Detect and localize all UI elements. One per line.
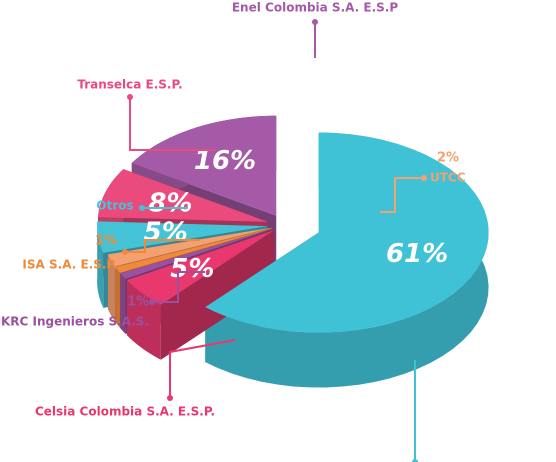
slice-name: Enel Colombia S.A. E.S.P — [232, 1, 398, 15]
pie-slice — [131, 115, 277, 216]
pie-slice — [126, 230, 275, 305]
leader-line — [152, 271, 205, 303]
pie-slice — [97, 221, 268, 253]
leader-line — [380, 177, 424, 213]
slice-value-label: 2% — [437, 151, 459, 166]
slice-value-label: 1% — [127, 295, 149, 310]
slice-name: ISA S.A. E.S.P. — [22, 258, 117, 272]
pie-slice — [205, 132, 489, 333]
slice-tops — [97, 115, 489, 333]
pie-slice — [120, 228, 273, 279]
pie-slice — [115, 228, 273, 273]
slice-value-label: 1% — [95, 234, 117, 249]
labels: 61%5%5%8%16%Celsia Colombia S.A. E.S.P.K… — [1, 1, 466, 462]
leader-dot — [139, 205, 145, 211]
leader-dot — [312, 19, 318, 25]
leader-line — [169, 339, 236, 398]
slice-name: Celsia Colombia S.A. E.S.P. — [35, 405, 215, 419]
slice-value-label: 8% — [148, 189, 192, 219]
leader-dot — [149, 299, 155, 305]
slice-value-label: 5% — [170, 254, 214, 284]
slice-side — [115, 267, 120, 328]
leader-dot — [421, 175, 427, 181]
leader-line — [125, 239, 200, 253]
slice-value-label: 61% — [386, 239, 448, 269]
leader-dot — [127, 94, 133, 100]
slice-name: UTCC — [430, 171, 466, 185]
leader-dot — [167, 395, 173, 401]
slice-name: KRC Ingenieros S.A.S. — [1, 315, 149, 329]
slice-value-label: 16% — [194, 146, 256, 176]
slice-name: Transelca E.S.P. — [77, 78, 182, 92]
slice-side — [107, 254, 115, 322]
leader-line — [129, 97, 215, 151]
slice-wall — [126, 230, 275, 336]
slice-side — [97, 221, 104, 308]
pie-slice — [107, 227, 272, 267]
slice-side — [120, 273, 126, 334]
slice-value-label: 5% — [144, 217, 188, 247]
leader-dot — [412, 459, 418, 462]
leader-dot — [122, 249, 128, 255]
slice-name: Otros — [96, 199, 133, 213]
